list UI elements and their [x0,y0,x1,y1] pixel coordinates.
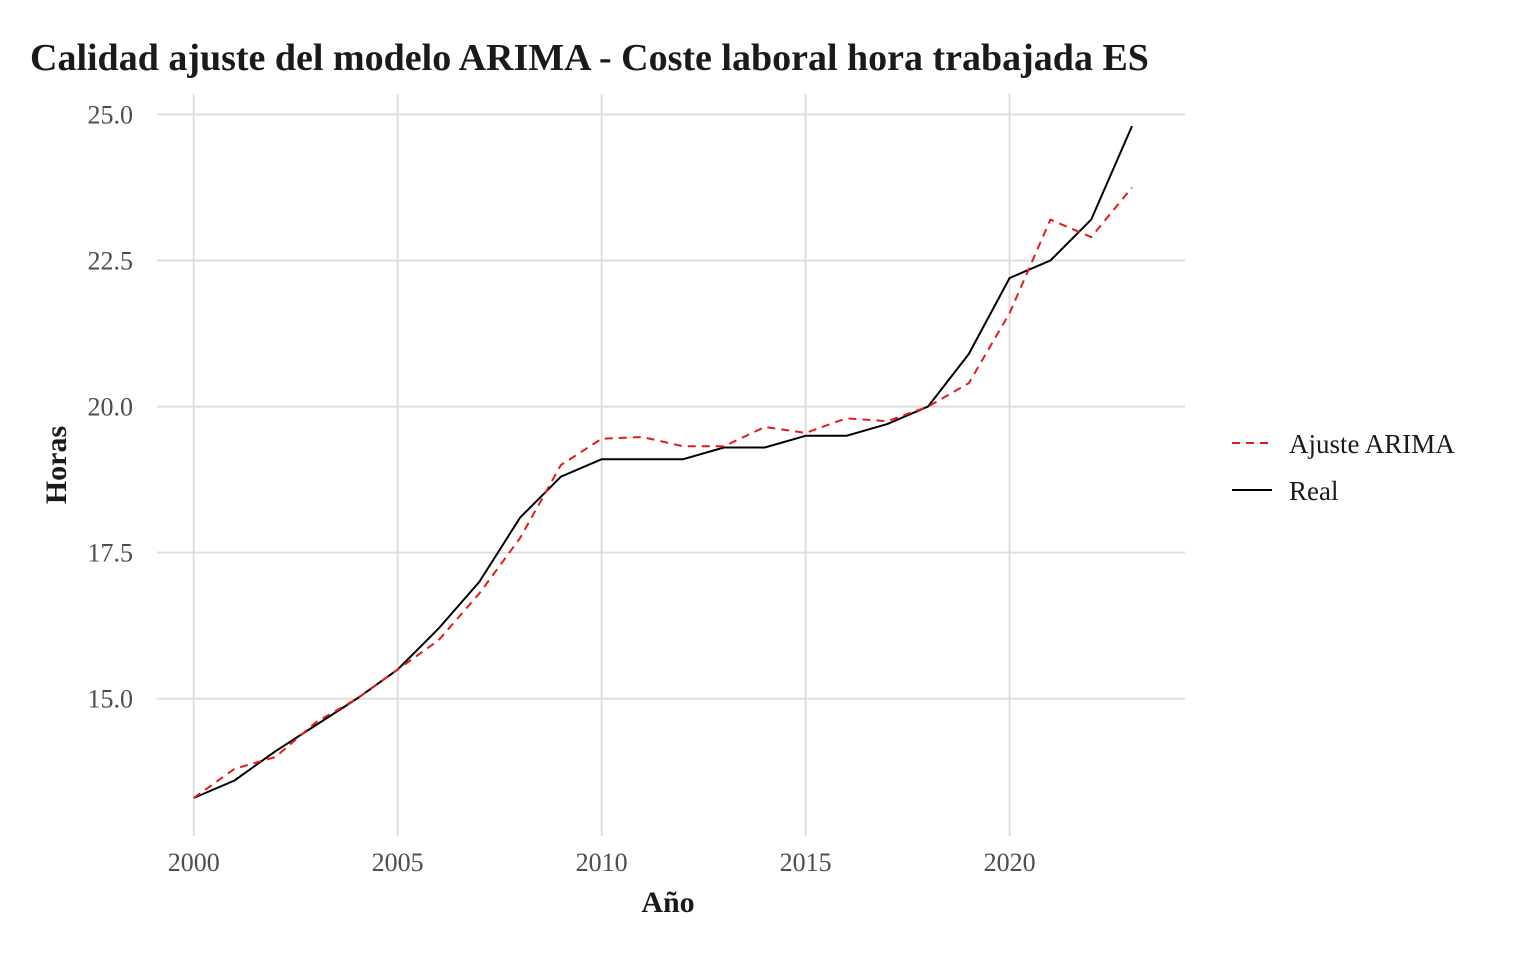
legend: Ajuste ARIMA Real [1232,429,1455,506]
grid [157,94,1185,836]
legend-label-ajuste-arima: Ajuste ARIMA [1289,429,1455,459]
x-tick-label: 2015 [780,848,832,877]
y-tick-label: 17.5 [88,539,134,568]
series-layer [193,125,1133,799]
legend-label-real: Real [1289,476,1338,506]
y-tick-label: 25.0 [88,100,134,129]
x-axis-title: Año [641,886,694,919]
chart-title: Calidad ajuste del modelo ARIMA - Coste … [30,37,1149,79]
y-axis-title: Horas [40,426,73,504]
tick-labels: 15.0 17.5 20.0 22.5 25.0 2000 2005 2010 2015 2020 [88,100,1036,877]
y-tick-label: 22.5 [88,247,134,276]
series-line-ajuste-arima [193,186,1133,799]
series-line-real [193,125,1133,799]
x-tick-label: 2010 [576,848,628,877]
y-tick-label: 20.0 [88,393,134,422]
x-tick-label: 2005 [372,848,424,877]
x-tick-label: 2000 [168,848,220,877]
y-tick-label: 15.0 [88,685,134,714]
x-tick-label: 2020 [984,848,1036,877]
